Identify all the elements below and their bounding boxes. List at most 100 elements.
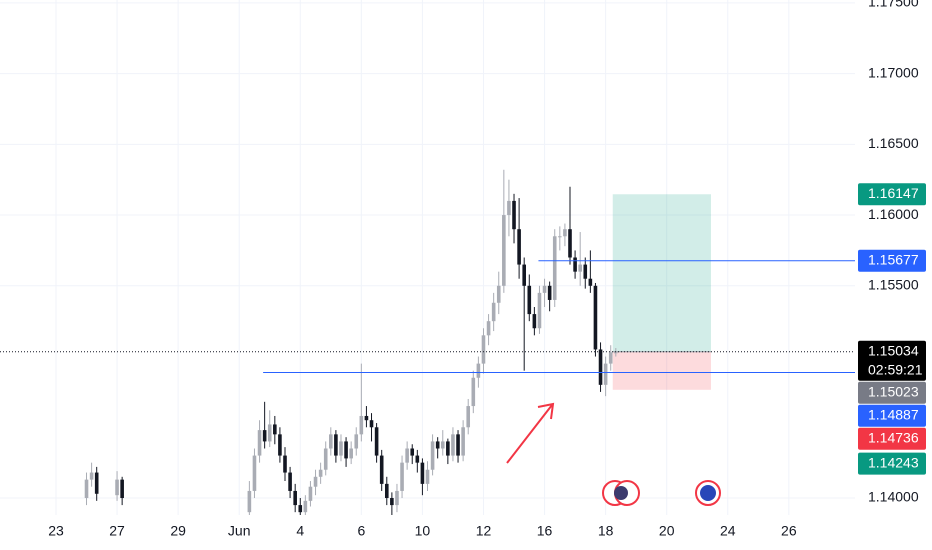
candle-body (400, 462, 404, 491)
candle-body (410, 448, 415, 456)
axes: 23 27 29 Jun 4 6 10 12 16 18 20 24 26 1.17500 1.17000 1… (48, 0, 926, 539)
x-tick-label: Jun (228, 523, 251, 539)
price-label: 1.15023 (858, 381, 926, 404)
price-label-text: 1.14736 (868, 429, 919, 445)
target-zone (612, 194, 711, 352)
candle-body (507, 200, 511, 216)
price-label-bg (858, 249, 926, 272)
candle-body (568, 229, 572, 258)
price-label: 1.15677 (858, 249, 926, 272)
price-label-bg (858, 340, 926, 381)
candle-body (446, 441, 450, 456)
candle-body (267, 424, 272, 442)
y-tick-label: 1.17500 (868, 0, 919, 10)
candle-body (262, 430, 267, 442)
candle-body (84, 479, 89, 499)
price-label-bg (858, 381, 926, 404)
candle-body (456, 434, 460, 456)
candle-body (334, 434, 338, 456)
candle-body (339, 441, 343, 456)
plot-area (0, 169, 855, 515)
candle-body (293, 490, 297, 506)
candle-body (517, 229, 521, 265)
candle-body (527, 285, 532, 315)
price-label-text: 1.15034 (868, 342, 919, 358)
candle-body (603, 363, 608, 385)
candle-body (547, 285, 552, 300)
candle-body (481, 335, 486, 364)
y-tick-label: 1.17000 (868, 64, 919, 80)
candle-body (329, 434, 333, 449)
candle-body (288, 472, 292, 491)
candle-body (283, 455, 287, 473)
x-tick-label: 24 (720, 523, 736, 539)
candle-body (354, 434, 359, 449)
candle-body (522, 264, 526, 286)
x-tick-label: 4 (296, 523, 304, 539)
candle-body (542, 285, 547, 293)
flag-fill (700, 485, 716, 501)
candle-body (359, 415, 364, 435)
candle-body (466, 406, 471, 428)
candle-body (440, 441, 445, 449)
candle-body (323, 448, 328, 470)
x-tick-label: 27 (109, 523, 125, 539)
price-label-text: 1.15677 (868, 251, 919, 267)
x-tick-label: 10 (415, 523, 431, 539)
price-label-text: 1.14243 (868, 454, 919, 470)
candle-body (252, 455, 257, 491)
price-label-bg (858, 452, 926, 475)
candle-body (405, 448, 409, 463)
price-label: 1.15034 02:59:21 (858, 340, 926, 381)
countdown: 02:59:21 (868, 361, 923, 377)
candle-body (308, 486, 313, 501)
candle-body (257, 430, 262, 456)
candle-body (364, 415, 369, 421)
grid (0, 0, 855, 515)
price-label-bg (858, 404, 926, 427)
price-label: 1.16147 (858, 183, 926, 206)
price-label: 1.14243 (858, 452, 926, 475)
candle-body (369, 420, 374, 428)
candle-body (537, 292, 542, 329)
candle-body (552, 236, 557, 300)
x-tick-label: 16 (537, 523, 553, 539)
candle-body (425, 469, 430, 484)
candle-body (583, 264, 588, 279)
candle-body (374, 427, 379, 456)
candle-body (476, 363, 481, 378)
candle-body (435, 441, 440, 449)
candle-body (491, 302, 496, 322)
price-label-bg (858, 427, 926, 450)
price-label: 1.14887 (858, 404, 926, 427)
candle-body (588, 278, 593, 286)
candle-body (344, 441, 348, 459)
candle-body (593, 285, 598, 350)
price-label-bg (858, 183, 926, 206)
candle-body (94, 472, 99, 494)
candle-body (573, 257, 577, 272)
x-tick-label: 18 (598, 523, 614, 539)
arrow-annotation (506, 402, 555, 464)
event-icons (602, 480, 721, 506)
candle-body (313, 476, 318, 487)
candle-body (512, 200, 516, 230)
price-label-text: 1.16147 (868, 185, 919, 201)
candle-body (395, 490, 399, 506)
candle-body (532, 314, 537, 329)
x-tick-label: 20 (659, 523, 675, 539)
price-label-text: 1.14887 (868, 406, 919, 422)
y-tick-label: 1.15500 (868, 276, 919, 292)
candle-body (430, 441, 435, 470)
y-tick-label: 1.16500 (868, 135, 919, 151)
candle-body (390, 498, 394, 506)
y-tick-label: 1.16000 (868, 206, 919, 222)
candle-body (298, 505, 303, 513)
candle-body (598, 349, 603, 385)
candle-body (115, 479, 119, 496)
candle-body (502, 215, 506, 286)
candle-body (496, 285, 501, 303)
candle-body (273, 424, 277, 435)
candle-body (318, 469, 323, 477)
